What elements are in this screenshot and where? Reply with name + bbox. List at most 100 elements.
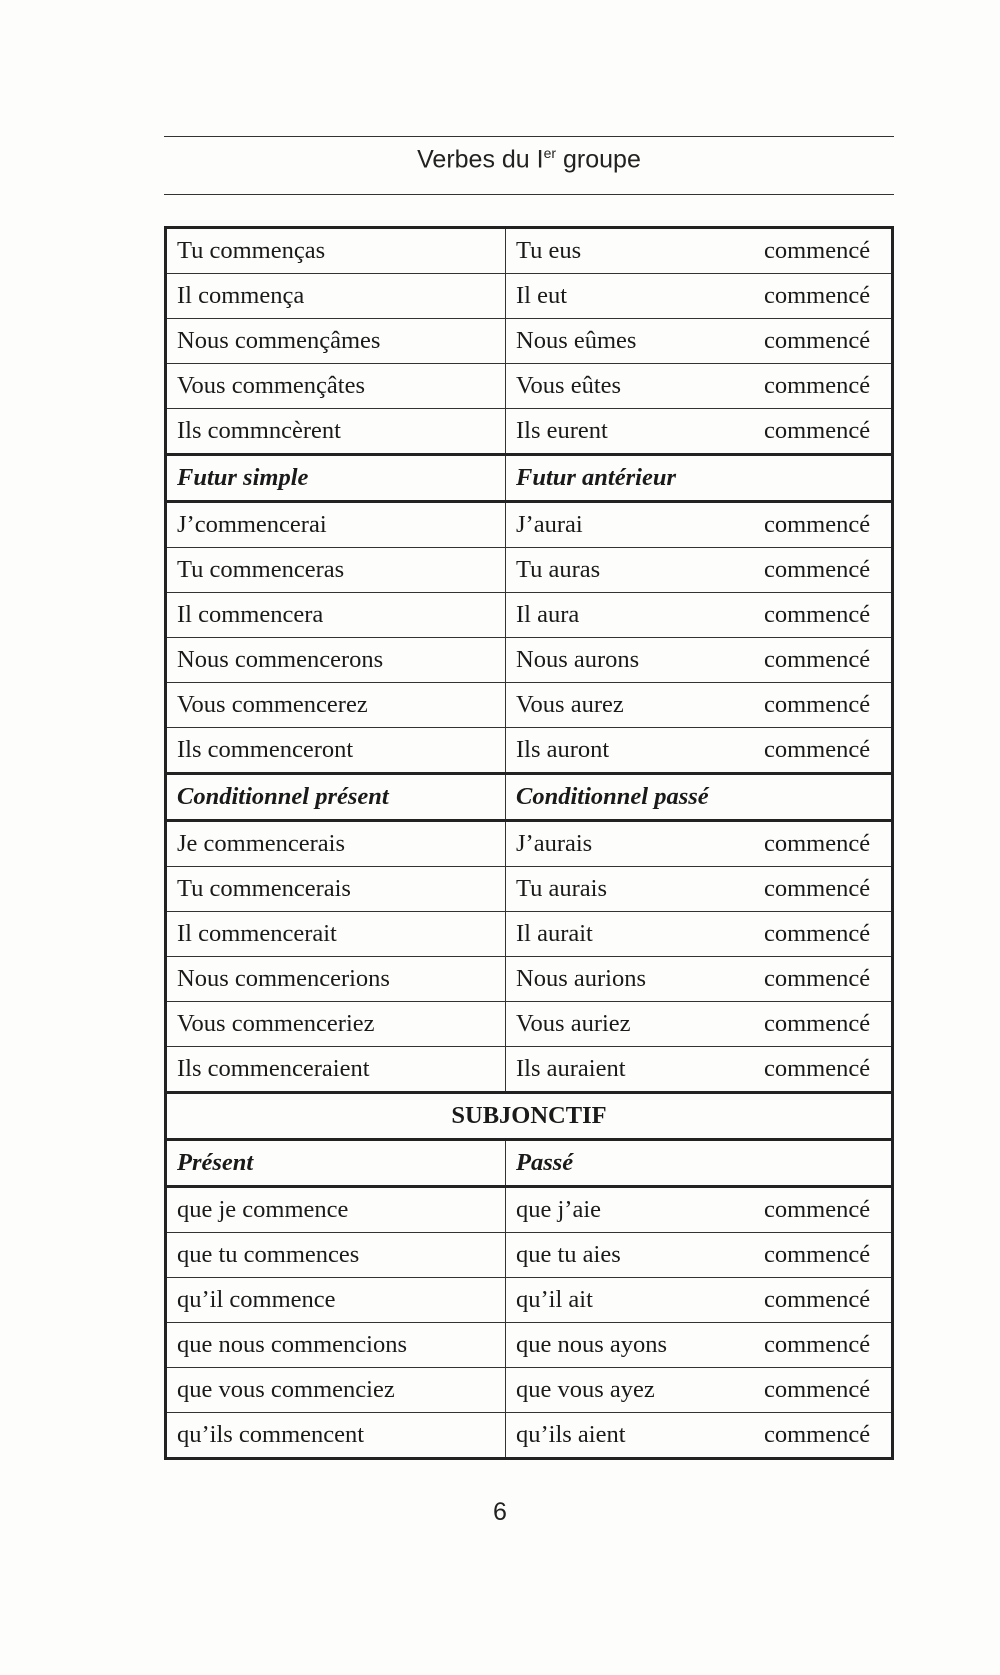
- top-rule: [164, 136, 894, 137]
- conjugation-table: Tu commenças Tu eus commencé Il commença Il …: [164, 226, 894, 1460]
- auxiliary: Vous eûtes: [516, 372, 622, 399]
- auxiliary: Nous aurions: [516, 965, 646, 992]
- compound-form: Il aura commencé: [505, 592, 893, 638]
- simple-tense-heading: Conditionnel présent: [165, 772, 506, 822]
- compound-form: Vous auriez commencé: [505, 1001, 893, 1047]
- compound-form: Il eut commencé: [505, 273, 893, 319]
- auxiliary: Ils auront: [516, 736, 610, 763]
- participle: commencé: [764, 920, 871, 947]
- auxiliary: Il aurait: [516, 920, 593, 947]
- participle: commencé: [764, 417, 871, 444]
- compound-tense-heading: Futur antérieur: [505, 453, 893, 503]
- auxiliary: Tu auras: [516, 556, 601, 583]
- simple-form: Il commencerait: [165, 911, 506, 957]
- auxiliary: Ils auraient: [516, 1055, 626, 1082]
- simple-tense-heading: Futur simple: [165, 453, 506, 503]
- compound-form: Nous aurons commencé: [505, 637, 893, 683]
- simple-form: Tu commencerais: [165, 866, 506, 912]
- participle: commencé: [764, 646, 871, 673]
- simple-form: Tu commenças: [165, 227, 506, 274]
- compound-form: Nous eûmes commencé: [505, 318, 893, 364]
- simple-form: Tu commenceras: [165, 547, 506, 593]
- table-row: Tu commencerais Tu aurais commencé: [165, 866, 893, 912]
- simple-form: Il commencera: [165, 592, 506, 638]
- participle: commencé: [764, 1421, 871, 1448]
- table-row: Nous commencerions Nous aurions commencé: [165, 956, 893, 1002]
- participle: commencé: [764, 1010, 871, 1037]
- table-row: qu’ils commencent qu’ils aient commencé: [165, 1412, 893, 1459]
- simple-form: que tu commences: [165, 1232, 506, 1278]
- participle: commencé: [764, 372, 871, 399]
- auxiliary: J’aurais: [516, 830, 593, 857]
- table-row: Je commencerais J’aurais commencé: [165, 820, 893, 867]
- mood-heading: SUBJONCTIF: [165, 1091, 893, 1141]
- auxiliary: Il aura: [516, 601, 580, 628]
- participle: commencé: [764, 830, 871, 857]
- auxiliary: Nous eûmes: [516, 327, 637, 354]
- auxiliary: Tu eus: [516, 237, 582, 264]
- table-row: qu’il commence qu’il ait commencé: [165, 1277, 893, 1323]
- table-row: Il commença Il eut commencé: [165, 273, 893, 319]
- simple-form: Vous commencerez: [165, 682, 506, 728]
- participle: commencé: [764, 875, 871, 902]
- participle: commencé: [764, 1196, 871, 1223]
- compound-form: Ils auront commencé: [505, 727, 893, 774]
- compound-form: Vous aurez commencé: [505, 682, 893, 728]
- tense-header-row: Futur simple Futur antérieur: [165, 453, 893, 503]
- auxiliary: que vous ayez: [516, 1376, 655, 1403]
- participle: commencé: [764, 1331, 871, 1358]
- table-row: Ils commncèrent Ils eurent commencé: [165, 408, 893, 455]
- compound-form: Vous eûtes commencé: [505, 363, 893, 409]
- compound-tense-heading: Passé: [505, 1138, 893, 1188]
- compound-form: que tu aies commencé: [505, 1232, 893, 1278]
- simple-form: que nous commencions: [165, 1322, 506, 1368]
- participle: commencé: [764, 691, 871, 718]
- participle: commencé: [764, 282, 871, 309]
- compound-form: que nous ayons commencé: [505, 1322, 893, 1368]
- simple-form: Je commencerais: [165, 820, 506, 867]
- auxiliary: que tu aies: [516, 1241, 621, 1268]
- table-row: Ils commenceraient Ils auraient commencé: [165, 1046, 893, 1093]
- simple-form: Ils commenceraient: [165, 1046, 506, 1093]
- table-row: Vous commenceriez Vous auriez commencé: [165, 1001, 893, 1047]
- tense-header-row: Conditionnel présent Conditionnel passé: [165, 772, 893, 822]
- participle: commencé: [764, 556, 871, 583]
- simple-form: J’commencerai: [165, 501, 506, 548]
- simple-form: Nous commencerons: [165, 637, 506, 683]
- tense-header-row: Présent Passé: [165, 1138, 893, 1188]
- table-row: Il commencera Il aura commencé: [165, 592, 893, 638]
- auxiliary: Il eut: [516, 282, 568, 309]
- compound-form: que j’aie commencé: [505, 1186, 893, 1233]
- participle: commencé: [764, 1055, 871, 1082]
- participle: commencé: [764, 237, 871, 264]
- compound-form: qu’ils aient commencé: [505, 1412, 893, 1459]
- compound-form: J’aurais commencé: [505, 820, 893, 867]
- simple-form: Nous commençâmes: [165, 318, 506, 364]
- table-row: Vous commencerez Vous aurez commencé: [165, 682, 893, 728]
- simple-form: Nous commencerions: [165, 956, 506, 1002]
- compound-form: qu’il ait commencé: [505, 1277, 893, 1323]
- simple-form: que vous commenciez: [165, 1367, 506, 1413]
- page-title: Verbes du Ier groupe: [417, 145, 641, 174]
- compound-tense-heading: Conditionnel passé: [505, 772, 893, 822]
- table-row: Vous commençâtes Vous eûtes commencé: [165, 363, 893, 409]
- table-row: Nous commençâmes Nous eûmes commencé: [165, 318, 893, 364]
- compound-form: que vous ayez commencé: [505, 1367, 893, 1413]
- participle: commencé: [764, 1376, 871, 1403]
- auxiliary: J’aurai: [516, 511, 583, 538]
- compound-form: Nous aurions commencé: [505, 956, 893, 1002]
- compound-form: Ils eurent commencé: [505, 408, 893, 455]
- auxiliary: Tu aurais: [516, 875, 607, 902]
- compound-form: Tu eus commencé: [505, 227, 893, 274]
- table-row: Ils commenceront Ils auront commencé: [165, 727, 893, 774]
- participle: commencé: [764, 1241, 871, 1268]
- participle: commencé: [764, 736, 871, 763]
- table-row: Il commencerait Il aurait commencé: [165, 911, 893, 957]
- simple-tense-heading: Présent: [165, 1138, 506, 1188]
- simple-form: Vous commençâtes: [165, 363, 506, 409]
- participle: commencé: [764, 601, 871, 628]
- participle: commencé: [764, 965, 871, 992]
- simple-form: Il commença: [165, 273, 506, 319]
- compound-form: Tu aurais commencé: [505, 866, 893, 912]
- table-row: Tu commenças Tu eus commencé: [165, 227, 893, 274]
